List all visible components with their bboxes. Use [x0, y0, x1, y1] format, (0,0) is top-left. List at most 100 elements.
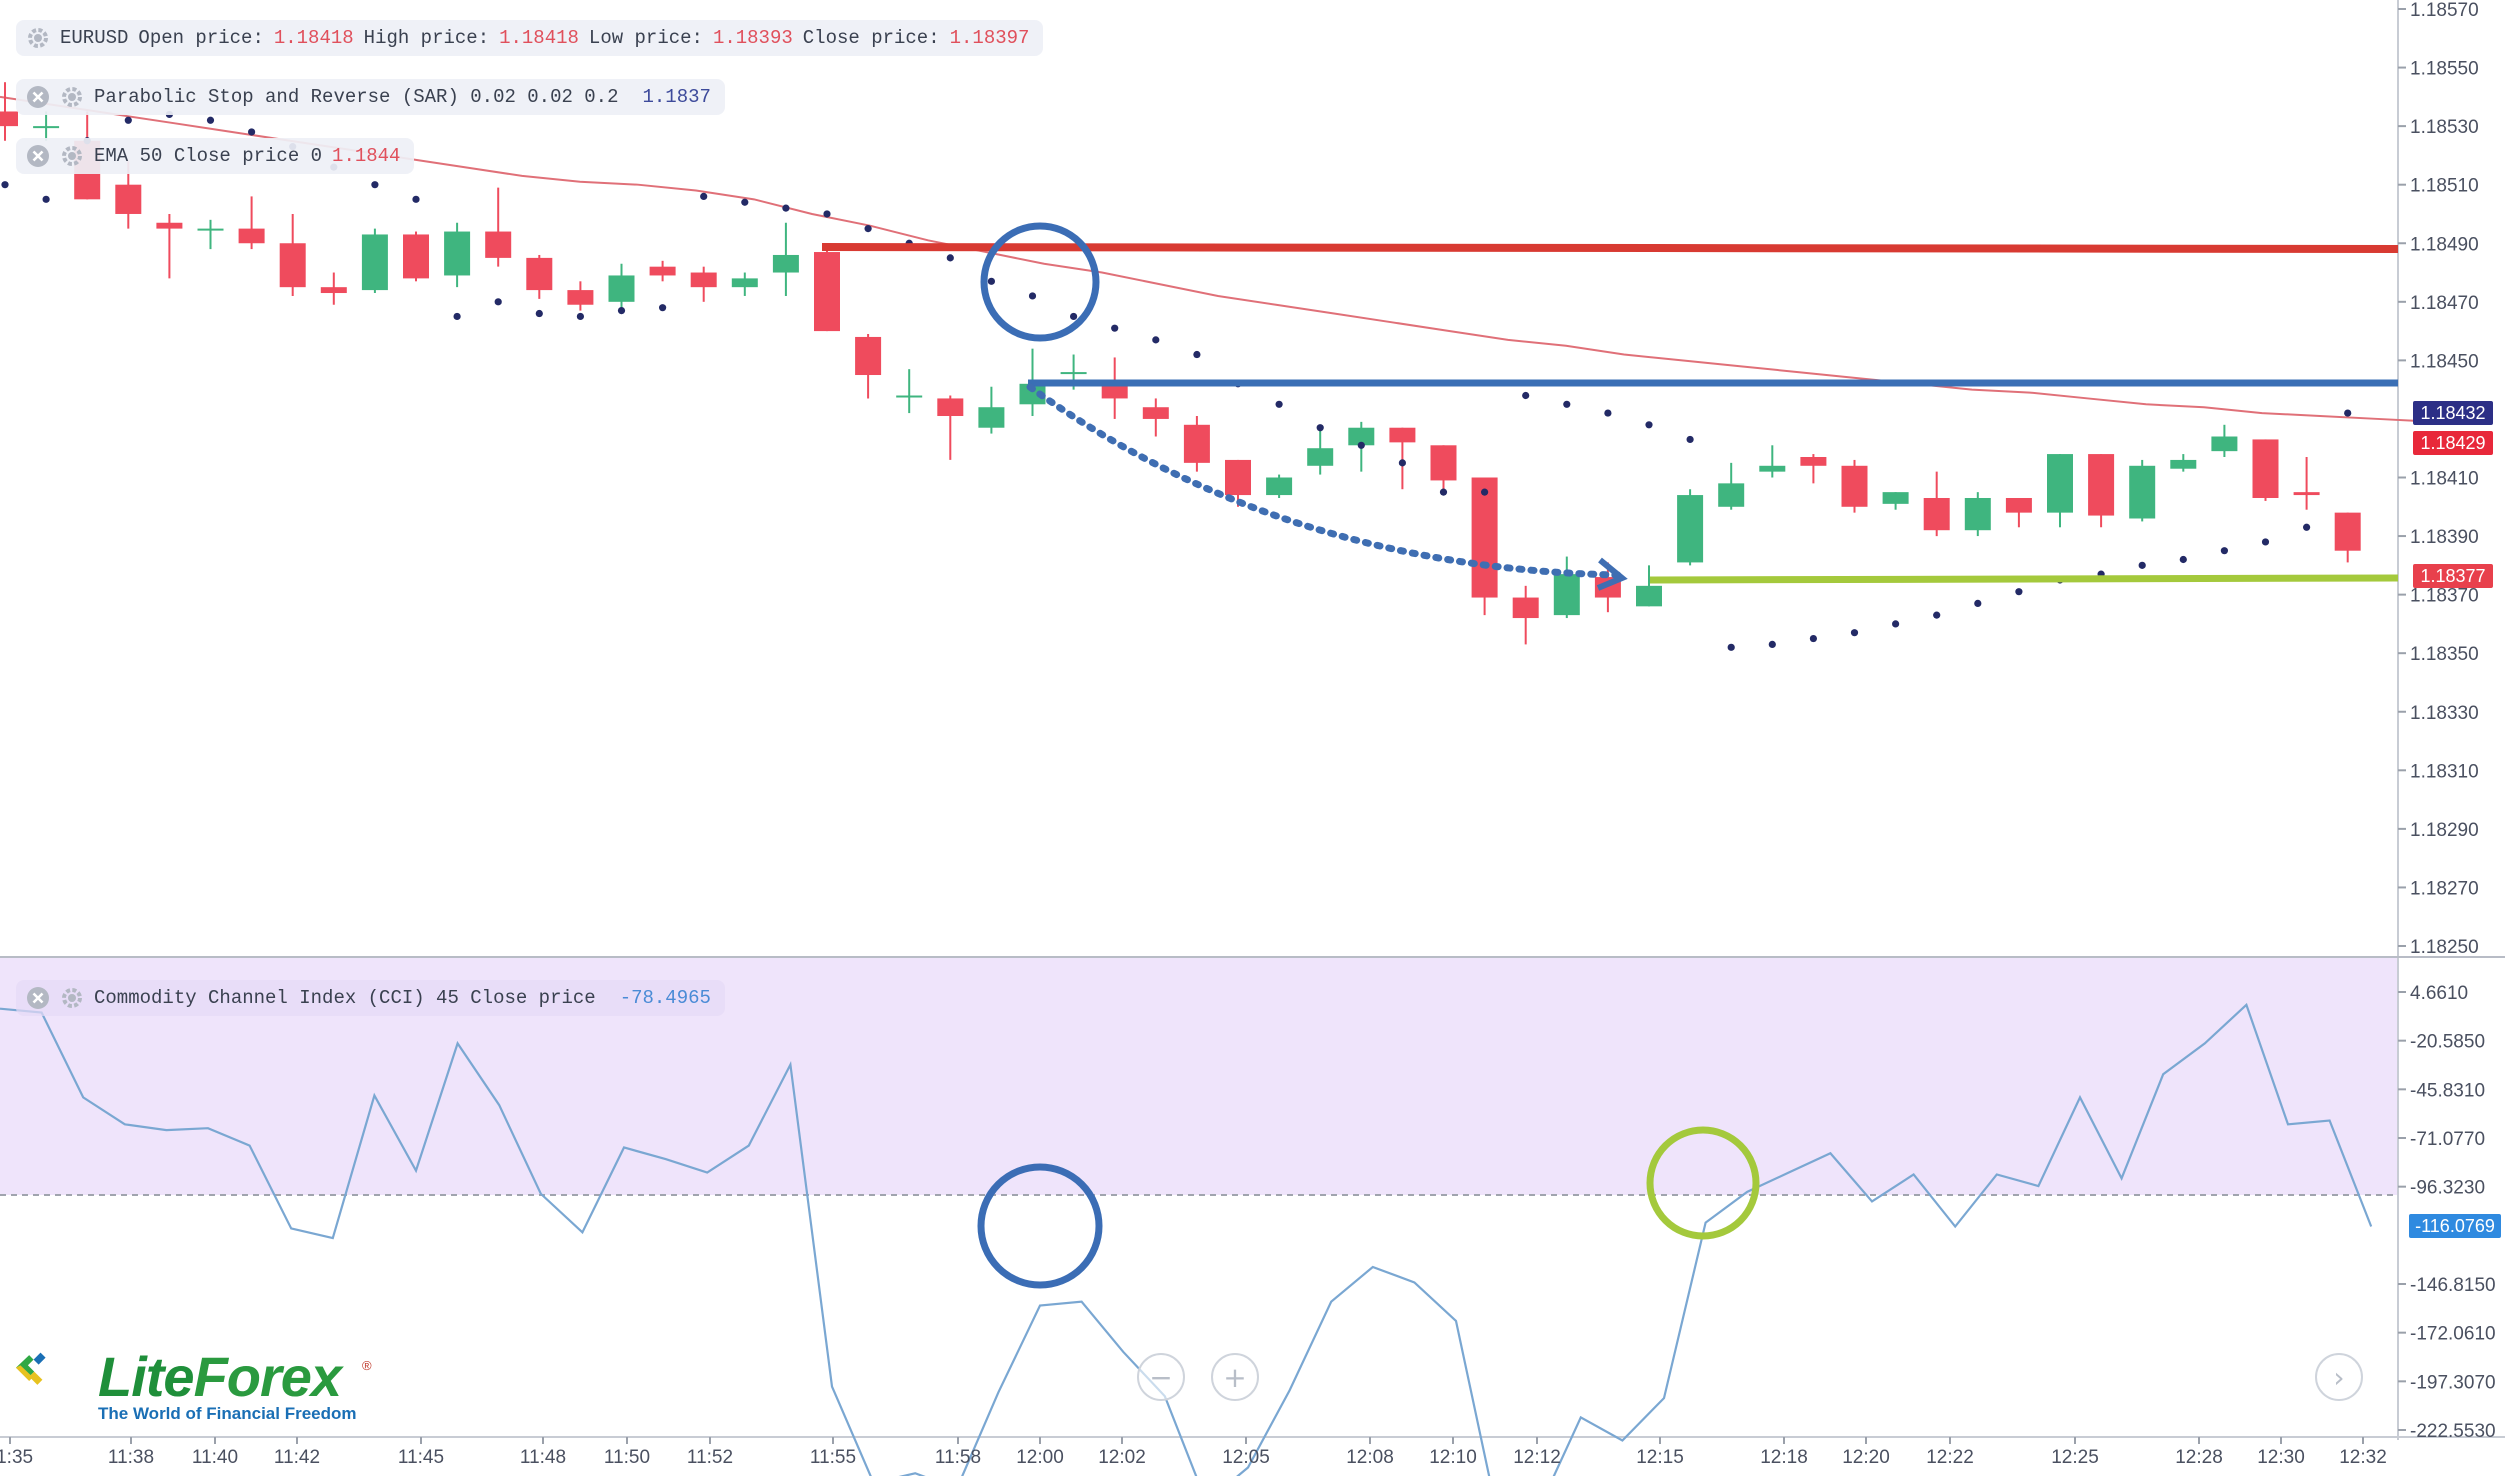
highlight-circle-sar [980, 222, 1100, 342]
time-tick-label: 12:15 [1636, 1447, 1684, 1468]
sar-dot [1316, 424, 1324, 432]
cci-tick-label: 4.6610 [2410, 983, 2468, 1004]
sar-dot [1357, 441, 1365, 449]
sar-dot [1439, 488, 1448, 496]
candle-body [1677, 495, 1704, 563]
cci-tick-label: -71.0770 [2410, 1129, 2485, 1150]
cci-tick-label: -20.5850 [2410, 1032, 2485, 1053]
candle-body [1923, 497, 1950, 531]
sar-dots [1, 110, 2352, 651]
liteforex-logo-mark [15, 1352, 46, 1385]
time-tick-label: 12:12 [1513, 1447, 1561, 1468]
candle-body [937, 398, 964, 417]
candle-body [855, 336, 882, 376]
candle-body [649, 266, 676, 276]
price-tick-label: 1.18290 [2410, 820, 2479, 841]
sar-dot [946, 254, 954, 262]
low-label: Low price: [588, 27, 703, 49]
candle-body [2252, 439, 2279, 498]
sar-dot [1028, 292, 1037, 300]
candle-body [2170, 459, 2197, 469]
candle-body [567, 290, 594, 305]
price-tick-label: 1.18550 [2410, 59, 2479, 80]
price-axis: 1.18570 1.18550 1.18530 1.18510 1.18490 1.184… [2398, 0, 2479, 958]
sar-dot [1275, 400, 1283, 408]
candle-body [444, 231, 471, 276]
price-tick-label: 1.18250 [2410, 937, 2479, 958]
time-axis: 11:35 11:38 11:40 11:42 11:45 11:48 11:50 11:52… [0, 1437, 2387, 1468]
gear-icon[interactable] [60, 986, 84, 1010]
candle-body [2211, 436, 2238, 452]
gear-icon[interactable] [60, 144, 84, 168]
price-tick-label: 1.18510 [2410, 176, 2479, 197]
time-tick-label: 11:40 [192, 1447, 238, 1468]
price-tick-label: 1.18490 [2410, 234, 2479, 255]
price-tick-label: 1.18350 [2410, 644, 2479, 665]
candle-body [1430, 445, 1457, 481]
sar-dot [782, 204, 790, 212]
sar-dot [206, 116, 215, 124]
zoom-in-button[interactable]: + [1211, 1353, 1259, 1401]
sar-dot [864, 225, 872, 233]
candle-body [526, 257, 553, 291]
candle-body [1225, 459, 1251, 496]
sar-dot [412, 195, 420, 203]
cci-path [0, 1002, 2373, 1476]
sar-dot [1809, 634, 1817, 643]
time-tick-label: 12:20 [1842, 1447, 1890, 1468]
candle-body [1019, 383, 1046, 405]
candle-body [238, 228, 265, 244]
price-tick-label: 1.18570 [2410, 0, 2479, 21]
candle-body [1759, 465, 1786, 472]
close-icon[interactable] [26, 85, 50, 109]
cci-tick-label: -146.8150 [2410, 1275, 2496, 1296]
price-badge-ema: 1.18429 [2413, 431, 2493, 455]
sar-dot [1193, 350, 1201, 359]
candle-body [403, 234, 429, 279]
close-icon[interactable] [26, 144, 50, 168]
sar-dot [1686, 435, 1694, 444]
price-tick-label: 1.18410 [2410, 469, 2479, 490]
candle-body [320, 287, 347, 294]
close-icon[interactable] [26, 986, 50, 1010]
highlight-circle-cci-green [1646, 1126, 1760, 1240]
sar-label: Parabolic Stop and Reverse (SAR) 0.02 0.… [94, 86, 619, 108]
sar-dot [1398, 459, 1406, 467]
high-label: High price: [363, 27, 490, 49]
sar-dot [2138, 561, 2146, 569]
gear-icon[interactable] [60, 85, 84, 109]
sar-value: 1.1837 [642, 86, 711, 108]
candle-body [1348, 427, 1375, 446]
candle-body [1142, 407, 1169, 419]
sar-dot [576, 312, 585, 321]
price-tick-label: 1.18530 [2410, 117, 2479, 138]
time-tick-label: 11:58 [935, 1447, 981, 1468]
time-tick-label: 12:32 [2339, 1447, 2387, 1468]
time-tick-label: 12:10 [1429, 1447, 1477, 1468]
sar-dot [371, 181, 379, 189]
cci-axis: 4.6610 -20.5850 -45.8310 -71.0770 -96.3230 -1… [2398, 983, 2496, 1442]
sar-dot [453, 312, 461, 321]
time-tick-label: 12:22 [1926, 1447, 1974, 1468]
sar-dot [1111, 324, 1119, 332]
candle-body [1307, 448, 1334, 466]
scroll-right-button[interactable]: › [2315, 1353, 2363, 1401]
support-line-green [1649, 574, 2399, 584]
sar-dot [1974, 599, 1982, 608]
open-label: Open price: [138, 27, 264, 49]
cci-line [0, 1002, 2373, 1476]
zoom-out-button[interactable]: − [1137, 1353, 1185, 1401]
candle-body [485, 231, 512, 258]
sar-dot [1070, 312, 1078, 321]
time-tick-label: 12:30 [2257, 1447, 2305, 1468]
symbol-legend: EURUSD Open price: 1.18418 High price: 1.1… [16, 20, 1044, 56]
ema-legend: EMA 50 Close price 0 1.1844 [16, 138, 415, 174]
candle-body [2334, 512, 2361, 551]
high-value: 1.18418 [499, 27, 579, 49]
cci-tick-label: -45.8310 [2410, 1080, 2485, 1101]
time-tick-label: 11:48 [520, 1447, 566, 1468]
gear-icon[interactable] [26, 26, 50, 50]
candle-body [0, 111, 18, 127]
sar-dot [2015, 588, 2023, 596]
